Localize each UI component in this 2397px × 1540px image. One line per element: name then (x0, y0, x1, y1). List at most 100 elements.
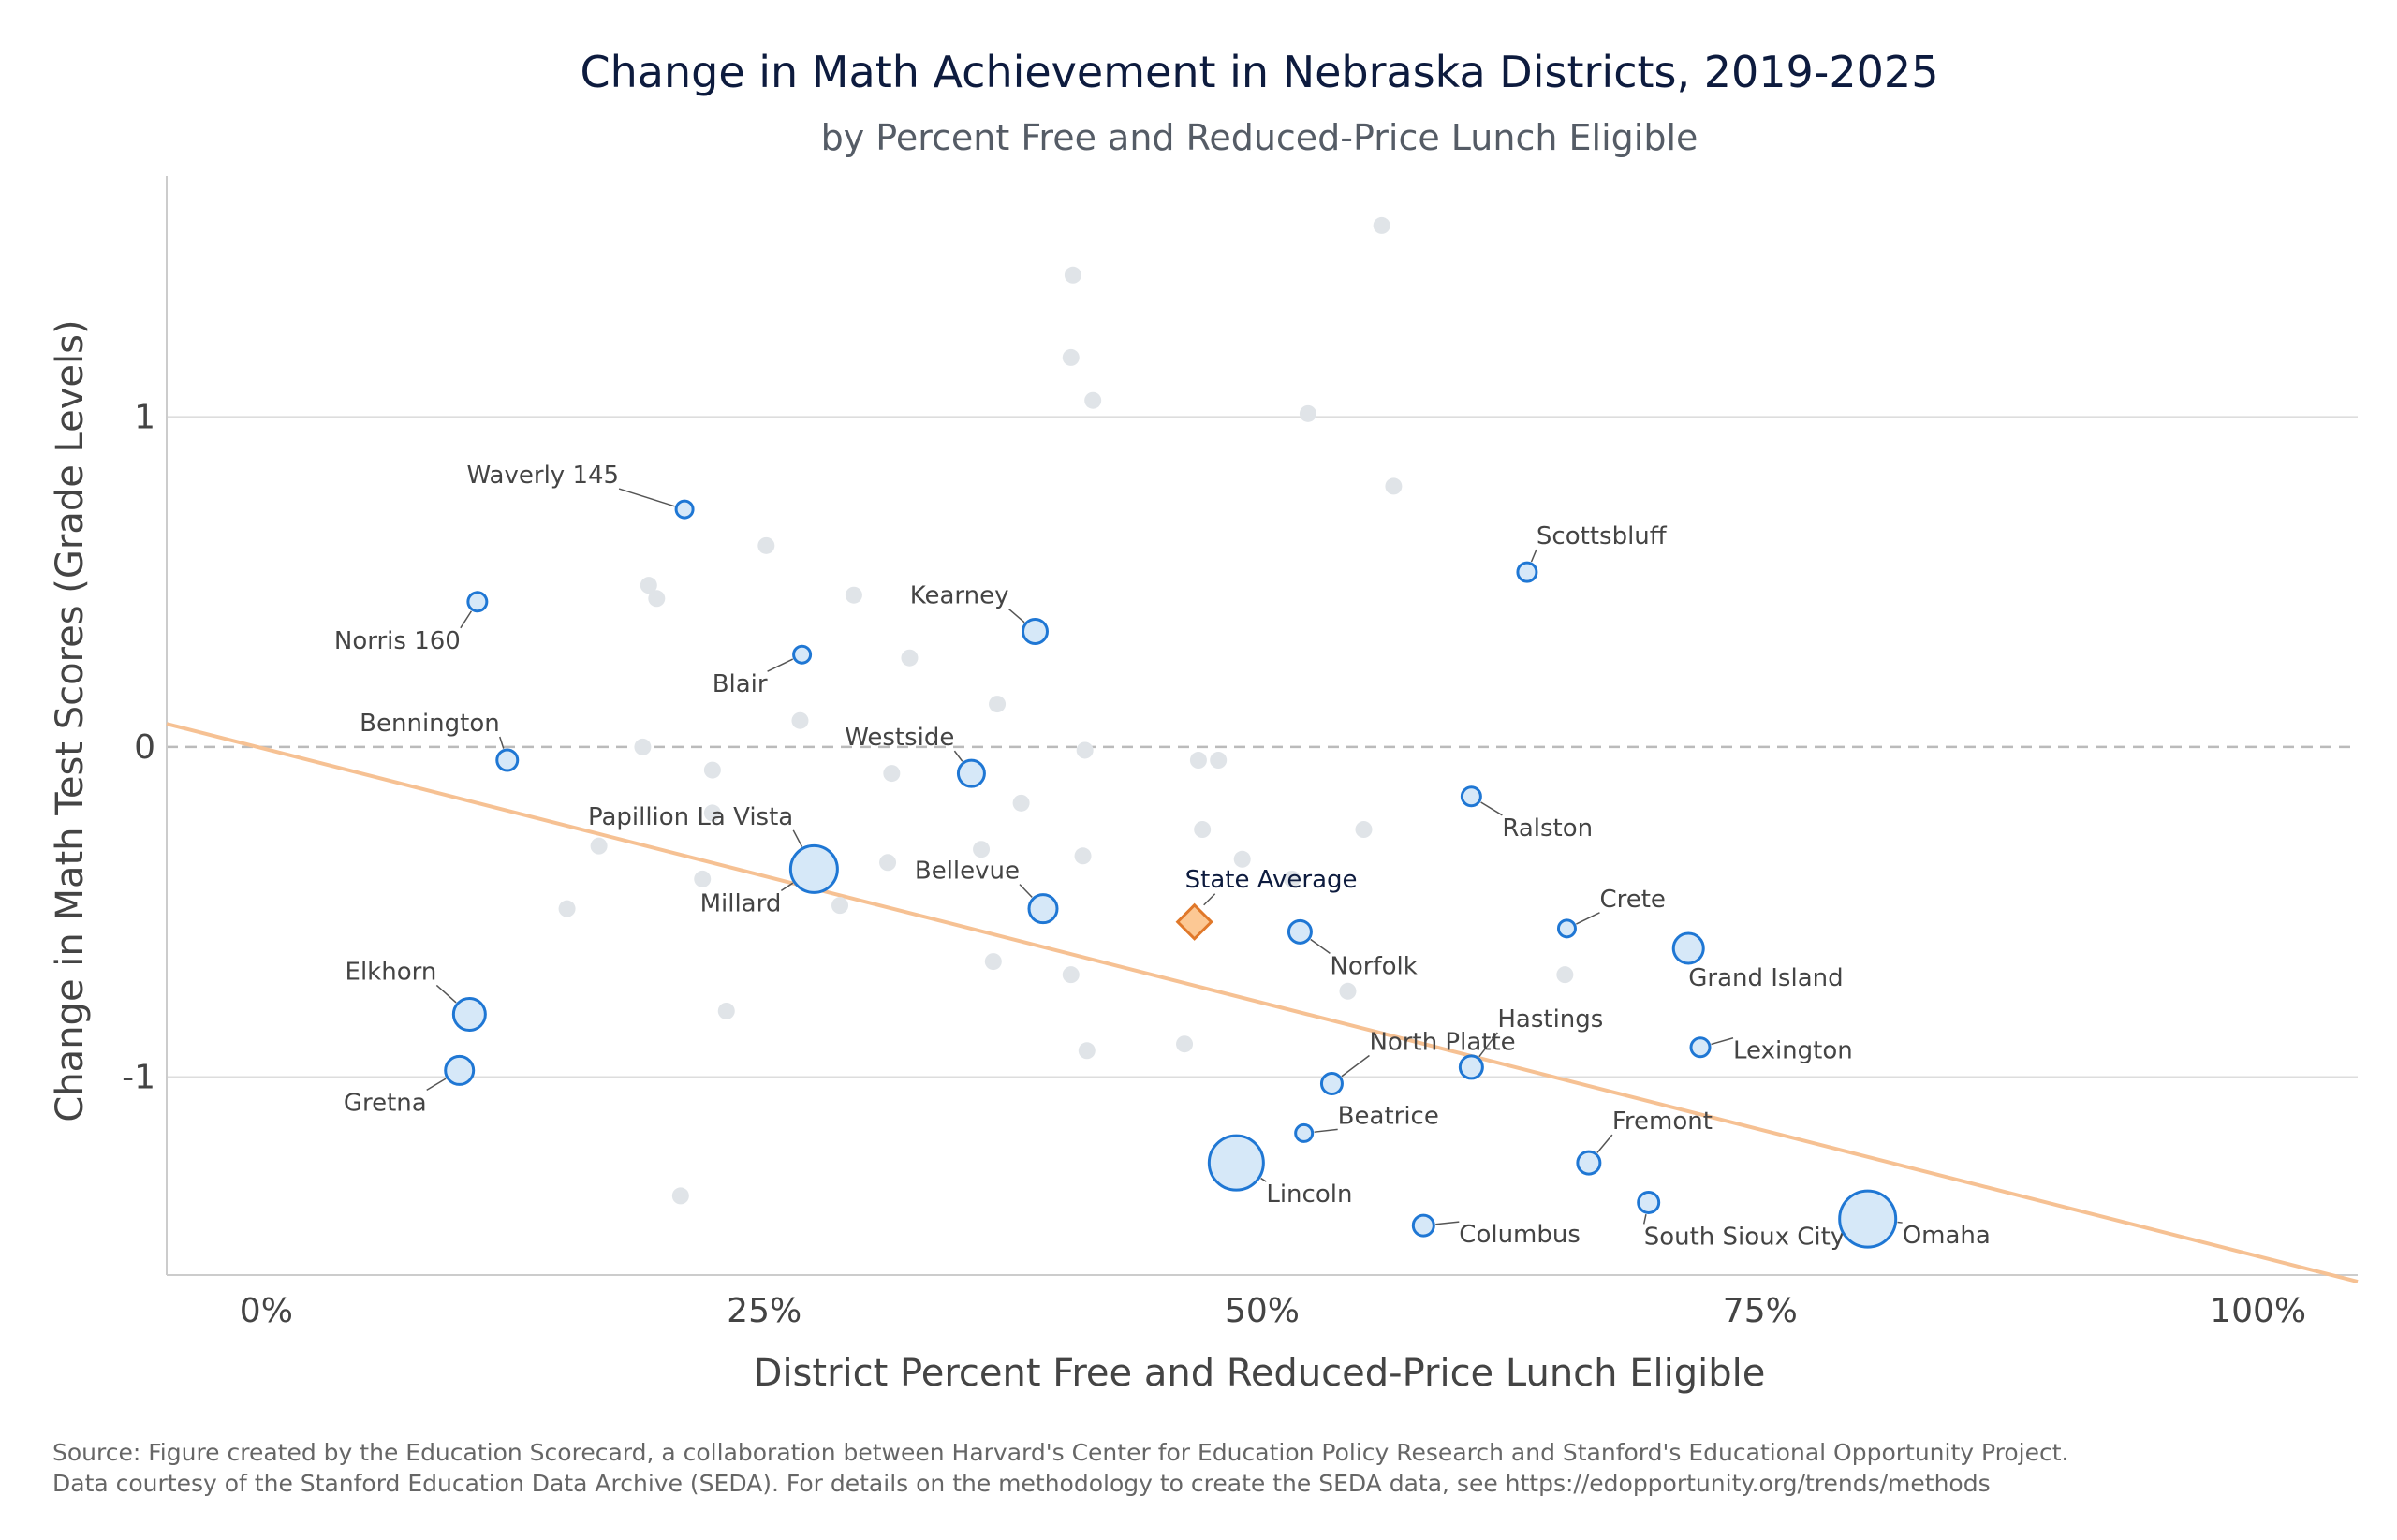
point-label: Westside (845, 724, 954, 752)
data-point (444, 1054, 476, 1086)
leader-line (1596, 1134, 1613, 1153)
data-point-unlabeled (1084, 391, 1102, 409)
data-point-unlabeled (1176, 1035, 1194, 1053)
point-label: Papillion La Vista (588, 803, 793, 831)
data-point-unlabeled (973, 841, 991, 858)
x-tick-label: 75% (1723, 1292, 1798, 1330)
data-point-unlabeled (1556, 966, 1574, 984)
data-point (788, 843, 839, 894)
data-point-unlabeled (671, 1187, 689, 1205)
data-point-unlabeled (1078, 1042, 1096, 1060)
labeled-points: Waverly 145 Norris 160 Scottsbluff Kearney B… (334, 462, 1991, 1251)
leader-line (1711, 1037, 1734, 1046)
data-point-unlabeled (1062, 966, 1080, 984)
data-point-unlabeled (648, 590, 666, 608)
data-point (1460, 785, 1482, 808)
state-average-label: State Average (1185, 866, 1358, 894)
point-label: Ralston (1502, 814, 1593, 843)
unlabeled-points (558, 216, 1574, 1205)
point-label: Waverly 145 (467, 462, 620, 490)
data-point-unlabeled (1339, 982, 1357, 1000)
source-line-1: Source: Figure created by the Education … (52, 1439, 2069, 1466)
data-point (495, 748, 520, 772)
leader-line (953, 750, 963, 762)
data-point (1516, 561, 1538, 583)
data-point-unlabeled (694, 870, 712, 887)
leader-line (499, 736, 505, 749)
data-point (674, 499, 695, 520)
chart-subtitle: by Percent Free and Reduced-Price Lunch … (821, 117, 1698, 158)
point-label: Lexington (1733, 1037, 1853, 1065)
leader-line (1530, 549, 1537, 563)
gridlines (167, 416, 2358, 1078)
data-point-unlabeled (590, 837, 608, 855)
data-point (1319, 1072, 1344, 1096)
data-point-unlabeled (1062, 348, 1080, 366)
data-point (1027, 893, 1059, 925)
y-tick-label: -1 (122, 1058, 155, 1096)
data-point-unlabeled (1189, 752, 1207, 770)
point-label: Blair (713, 670, 768, 698)
point-label: Kearney (910, 582, 1009, 610)
leader-line (1341, 1054, 1370, 1078)
data-point-unlabeled (634, 738, 652, 755)
data-point (466, 591, 489, 613)
data-point-unlabeled (558, 900, 576, 917)
trend-line (166, 722, 2359, 1283)
data-point (1556, 918, 1577, 939)
point-label: Beatrice (1338, 1102, 1439, 1130)
data-point-unlabeled (1299, 404, 1316, 422)
tick-labels: 0% 25% 50% 75% 100% 1 0 -1 (122, 398, 2306, 1330)
data-point (1021, 618, 1049, 646)
data-point (1637, 1190, 1661, 1214)
point-label: Norris 160 (334, 627, 461, 655)
data-point-unlabeled (1210, 752, 1228, 770)
leader-line (1897, 1221, 1903, 1224)
data-point-unlabeled (791, 711, 809, 729)
point-label: Millard (700, 889, 782, 917)
point-label: Norfolk (1330, 952, 1417, 980)
leader-line (767, 658, 794, 672)
leader-line (1642, 1213, 1647, 1225)
point-label: Lincoln (1266, 1181, 1352, 1209)
y-axis-label: Change in Math Test Scores (Grade Levels… (49, 319, 92, 1122)
leader-line (1203, 893, 1216, 906)
leader-line (1576, 912, 1600, 925)
leader-line (1310, 938, 1331, 954)
data-point-unlabeled (1233, 850, 1251, 868)
y-tick-label: 1 (134, 398, 155, 436)
data-point-unlabeled (1373, 216, 1390, 234)
data-point-unlabeled (703, 804, 721, 822)
leader-line (1435, 1221, 1460, 1225)
data-point-unlabeled (1283, 870, 1301, 887)
data-point (1671, 931, 1705, 965)
point-label: Elkhorn (346, 958, 437, 986)
data-point (1294, 1122, 1315, 1143)
data-point (1689, 1036, 1712, 1059)
point-label: South Sioux City (1644, 1223, 1846, 1251)
data-point (451, 996, 487, 1032)
source-note: Source: Figure created by the Education … (52, 1437, 2356, 1499)
data-point-unlabeled (717, 1002, 735, 1019)
point-label: Fremont (1612, 1107, 1713, 1136)
point-label: Hastings (1497, 1005, 1603, 1034)
source-line-2: Data courtesy of the Stanford Education … (52, 1470, 1991, 1497)
point-label: Gretna (344, 1089, 427, 1117)
point-label: Omaha (1903, 1222, 1991, 1250)
trend-line-group (166, 722, 2359, 1283)
point-label: Grand Island (1688, 964, 1843, 992)
data-point (1287, 918, 1313, 945)
data-point (1411, 1213, 1435, 1238)
x-tick-label: 0% (240, 1292, 293, 1330)
data-point-unlabeled (1064, 266, 1081, 284)
data-point (1576, 1150, 1602, 1176)
point-label: Bellevue (915, 858, 1020, 886)
data-point-unlabeled (1355, 821, 1373, 839)
data-point-unlabeled (1074, 847, 1092, 865)
y-tick-label: 0 (134, 728, 155, 767)
data-point-unlabeled (1012, 794, 1030, 812)
chart-title: Change in Math Achievement in Nebraska D… (581, 47, 1939, 97)
data-point-unlabeled (901, 649, 919, 667)
data-point-unlabeled (640, 577, 657, 594)
